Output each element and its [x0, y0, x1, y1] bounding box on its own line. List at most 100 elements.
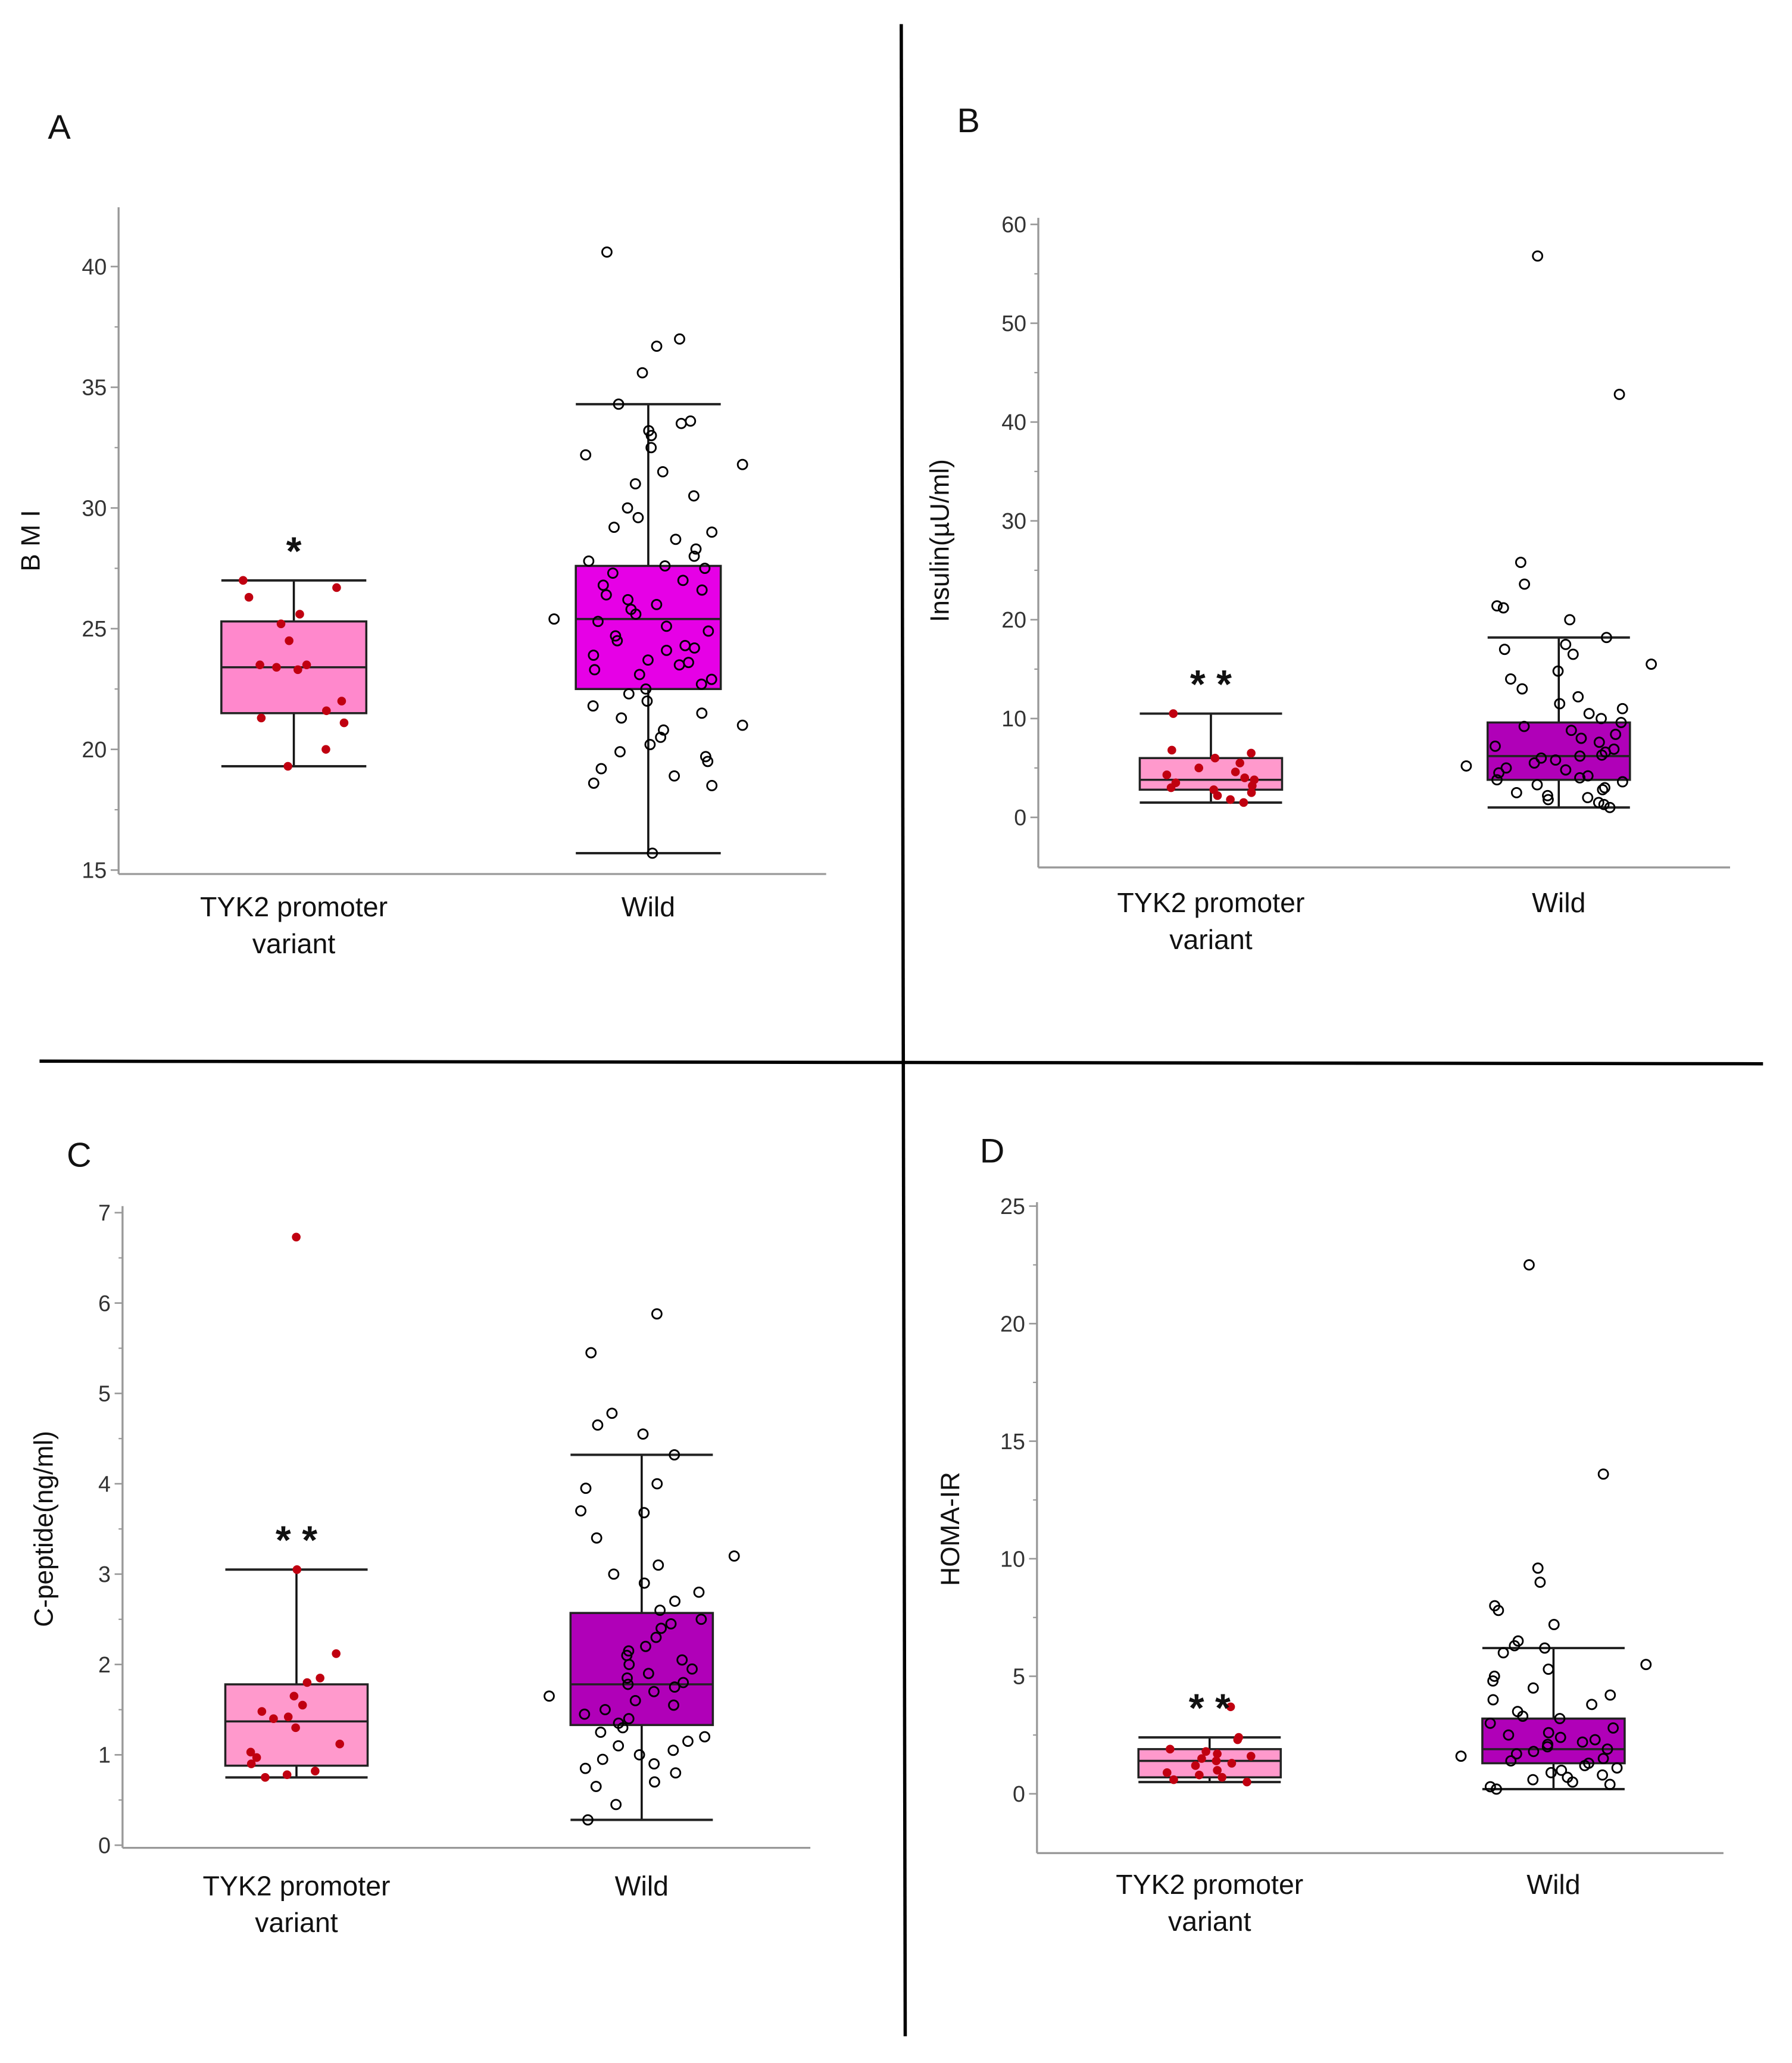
data-point — [675, 417, 687, 429]
data-point — [613, 398, 625, 410]
data-point — [736, 458, 748, 470]
y-tick-label: 15 — [82, 858, 107, 883]
data-point — [622, 502, 633, 514]
panel-label: D — [980, 1132, 1005, 1171]
data-point — [590, 1781, 602, 1792]
data-point — [1505, 1755, 1517, 1766]
data-point — [638, 1577, 650, 1589]
data-point — [1527, 1682, 1539, 1694]
data-point — [580, 1483, 592, 1494]
data-point — [579, 1762, 591, 1774]
data-point — [669, 770, 680, 782]
data-point — [332, 1649, 341, 1658]
data-point — [1597, 1769, 1608, 1781]
data-point — [292, 1232, 301, 1242]
data-point — [644, 739, 656, 750]
y-tick-label: 10 — [1000, 1546, 1025, 1571]
data-point — [575, 1505, 586, 1517]
data-point — [699, 1731, 711, 1743]
data-point — [699, 563, 711, 574]
data-point — [255, 660, 264, 670]
data-point — [688, 550, 700, 562]
data-point — [1516, 683, 1528, 695]
data-point — [665, 1618, 677, 1630]
data-point — [252, 1753, 261, 1762]
x-category-label: TYK2 promoter — [1117, 887, 1304, 918]
x-category-label: TYK2 promoter — [1116, 1869, 1303, 1900]
data-point — [690, 543, 702, 555]
data-point — [629, 478, 641, 490]
x-category-label: variant — [1168, 1906, 1251, 1937]
data-point — [1610, 729, 1622, 740]
data-point — [246, 1747, 255, 1757]
data-point — [1543, 1727, 1554, 1739]
data-point — [261, 1773, 270, 1782]
data-point — [1487, 1694, 1499, 1706]
data-point — [244, 592, 254, 602]
data-point — [676, 1654, 688, 1666]
data-point — [695, 1613, 707, 1625]
data-point — [1583, 708, 1595, 719]
data-point — [640, 683, 652, 695]
y-tick-label: 10 — [1001, 706, 1026, 731]
data-point — [693, 1586, 705, 1598]
data-point — [616, 712, 627, 724]
data-point — [695, 678, 707, 690]
x-category-label: variant — [252, 928, 336, 959]
data-point — [1543, 1663, 1554, 1675]
data-point — [1213, 1749, 1222, 1759]
data-point — [1195, 1770, 1204, 1780]
data-point — [654, 1605, 666, 1616]
data-point — [655, 1622, 667, 1634]
data-point — [630, 608, 642, 620]
data-point — [1455, 1750, 1467, 1762]
data-point — [257, 713, 266, 723]
data-point — [1597, 1468, 1609, 1480]
data-point — [332, 583, 341, 592]
data-point — [311, 1766, 320, 1776]
data-point — [269, 1714, 278, 1724]
data-point — [1554, 698, 1566, 710]
data-point — [1596, 713, 1607, 725]
data-point — [1515, 557, 1526, 568]
data-point — [658, 724, 669, 736]
data-point — [1226, 795, 1235, 804]
data-point — [633, 1749, 645, 1761]
data-point — [1593, 736, 1605, 748]
data-point — [600, 589, 612, 601]
data-point — [1539, 1642, 1551, 1654]
data-point — [703, 625, 714, 637]
data-point — [1616, 703, 1628, 714]
data-point — [1217, 1772, 1226, 1782]
data-point — [728, 1550, 740, 1562]
data-point — [706, 526, 718, 538]
data-point — [736, 719, 748, 731]
y-tick-label: 20 — [1000, 1311, 1025, 1336]
data-point — [595, 763, 607, 775]
data-point — [670, 1767, 682, 1779]
data-point — [1616, 776, 1628, 788]
y-tick-label: 1 — [98, 1743, 111, 1768]
data-point — [1574, 750, 1586, 762]
data-point — [1560, 638, 1572, 650]
data-point — [1488, 1671, 1500, 1682]
y-tick-label: 20 — [1001, 607, 1026, 632]
data-point — [582, 1814, 594, 1826]
data-point — [1239, 798, 1248, 807]
data-point — [1646, 658, 1657, 670]
data-point — [651, 1308, 663, 1320]
y-axis-label: HOMA-IR — [936, 1472, 965, 1586]
data-point — [1490, 740, 1501, 752]
data-point — [632, 511, 644, 523]
data-point — [669, 1449, 680, 1460]
data-point — [1484, 1717, 1496, 1729]
data-point — [696, 707, 708, 719]
data-point — [670, 533, 682, 545]
panel-b: B 0 10 20 30 40 50 60 Insulin(µU/ml) TYK2 promote… — [926, 102, 1730, 955]
panel-label: A — [48, 108, 71, 146]
data-point — [674, 333, 685, 345]
data-point — [597, 1753, 608, 1765]
data-point — [608, 1568, 620, 1580]
data-point — [321, 745, 330, 754]
